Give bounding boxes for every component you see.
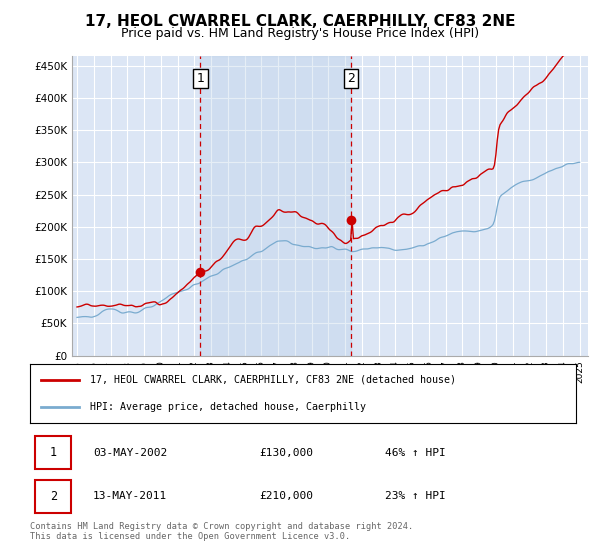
Text: HPI: Average price, detached house, Caerphilly: HPI: Average price, detached house, Caer… (90, 402, 366, 412)
Text: 46% ↑ HPI: 46% ↑ HPI (385, 448, 446, 458)
FancyBboxPatch shape (35, 436, 71, 469)
Text: 23% ↑ HPI: 23% ↑ HPI (385, 491, 446, 501)
Text: Price paid vs. HM Land Registry's House Price Index (HPI): Price paid vs. HM Land Registry's House … (121, 27, 479, 40)
Text: 1: 1 (197, 72, 205, 85)
Text: 17, HEOL CWARREL CLARK, CAERPHILLY, CF83 2NE (detached house): 17, HEOL CWARREL CLARK, CAERPHILLY, CF83… (90, 375, 456, 385)
Text: 17, HEOL CWARREL CLARK, CAERPHILLY, CF83 2NE: 17, HEOL CWARREL CLARK, CAERPHILLY, CF83… (85, 14, 515, 29)
Text: £210,000: £210,000 (259, 491, 313, 501)
Text: 13-MAY-2011: 13-MAY-2011 (93, 491, 167, 501)
Text: 1: 1 (50, 446, 57, 459)
Text: 2: 2 (50, 490, 57, 503)
Text: 2: 2 (347, 72, 355, 85)
FancyBboxPatch shape (35, 480, 71, 513)
Text: 03-MAY-2002: 03-MAY-2002 (93, 448, 167, 458)
Text: £130,000: £130,000 (259, 448, 313, 458)
Bar (200, 56, 351, 356)
Text: Contains HM Land Registry data © Crown copyright and database right 2024.
This d: Contains HM Land Registry data © Crown c… (30, 522, 413, 542)
